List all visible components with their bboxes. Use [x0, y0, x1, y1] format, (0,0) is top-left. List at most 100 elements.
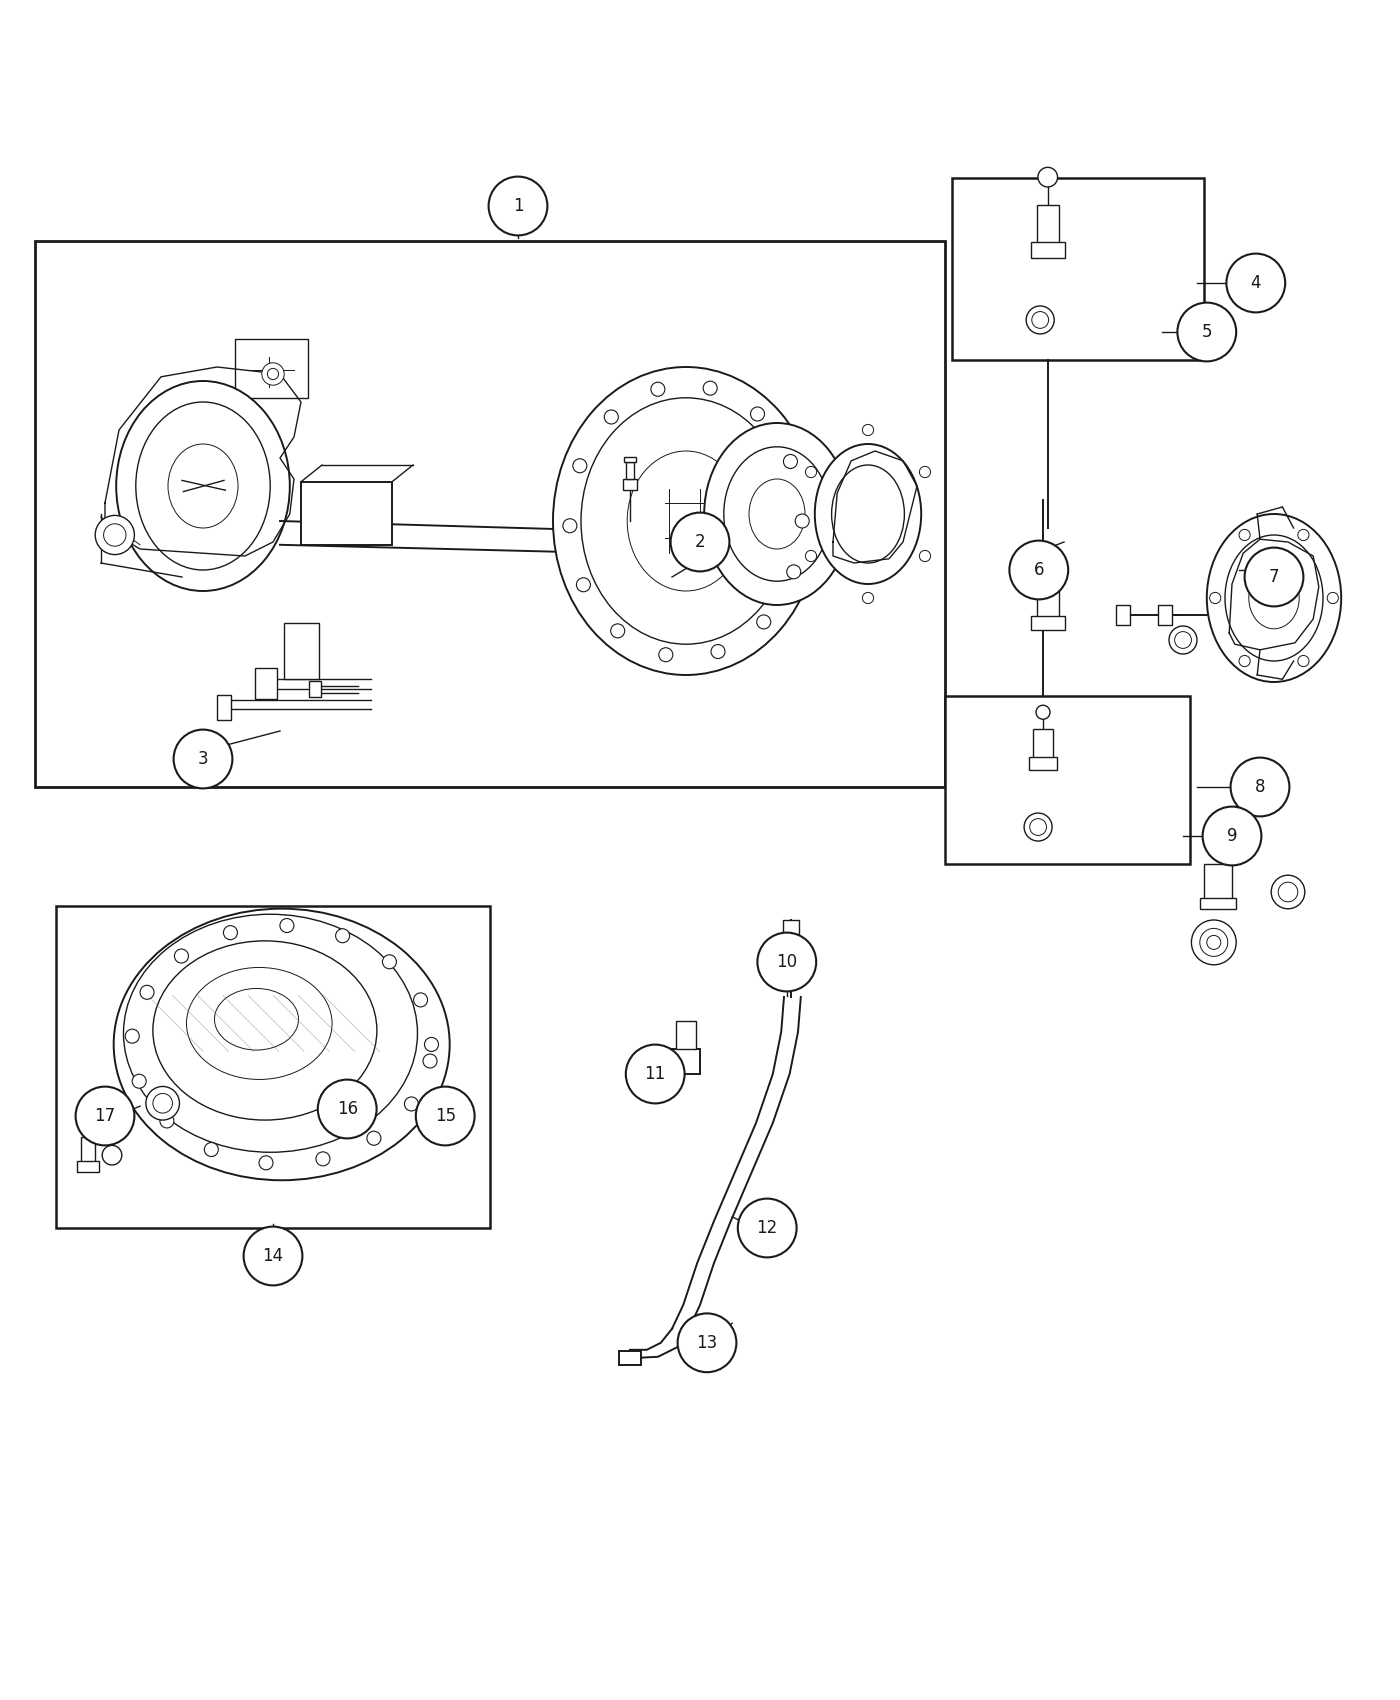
Circle shape	[153, 1093, 172, 1114]
Text: 14: 14	[262, 1248, 284, 1265]
Circle shape	[1175, 632, 1191, 648]
Circle shape	[244, 1227, 302, 1285]
Circle shape	[1239, 529, 1250, 541]
Circle shape	[651, 382, 665, 396]
Circle shape	[1169, 626, 1197, 654]
Bar	[672, 1049, 700, 1074]
Circle shape	[174, 729, 232, 789]
Ellipse shape	[1207, 513, 1341, 682]
Circle shape	[1039, 552, 1056, 568]
Circle shape	[102, 1146, 122, 1165]
Text: 15: 15	[434, 1107, 456, 1125]
Bar	[255, 668, 277, 699]
Circle shape	[316, 1153, 330, 1166]
Text: 7: 7	[1268, 568, 1280, 586]
Circle shape	[413, 993, 427, 1006]
Circle shape	[423, 1054, 437, 1068]
Bar	[1030, 615, 1064, 631]
Circle shape	[1036, 706, 1050, 719]
Circle shape	[563, 518, 577, 532]
Circle shape	[1177, 303, 1236, 362]
Circle shape	[795, 513, 809, 529]
Circle shape	[920, 466, 931, 478]
Circle shape	[1037, 167, 1057, 187]
Bar	[56, 906, 490, 1227]
Circle shape	[920, 551, 931, 561]
Circle shape	[267, 369, 279, 379]
Text: 6: 6	[1033, 561, 1044, 580]
Text: 12: 12	[756, 1219, 778, 1238]
Circle shape	[146, 1086, 179, 1120]
Text: 16: 16	[336, 1100, 358, 1119]
Circle shape	[318, 1080, 377, 1139]
Circle shape	[573, 459, 587, 473]
Text: 8: 8	[1254, 779, 1266, 796]
Circle shape	[671, 513, 729, 571]
Text: 9: 9	[1226, 826, 1238, 845]
Circle shape	[738, 1198, 797, 1258]
Circle shape	[577, 578, 591, 592]
Circle shape	[1026, 306, 1054, 333]
Circle shape	[750, 406, 764, 422]
Ellipse shape	[749, 479, 805, 549]
Bar	[952, 178, 1204, 360]
Circle shape	[805, 466, 816, 478]
Bar	[81, 1137, 95, 1164]
Ellipse shape	[581, 398, 791, 644]
Circle shape	[224, 925, 238, 940]
Bar	[619, 1352, 641, 1365]
Circle shape	[405, 1096, 419, 1112]
Bar	[1116, 605, 1130, 624]
Circle shape	[610, 624, 624, 638]
Circle shape	[1030, 819, 1047, 835]
Circle shape	[1203, 806, 1261, 865]
Circle shape	[204, 1142, 218, 1156]
Ellipse shape	[123, 915, 417, 1153]
Circle shape	[626, 1044, 685, 1103]
Ellipse shape	[1225, 536, 1323, 661]
Circle shape	[140, 986, 154, 1000]
Circle shape	[862, 425, 874, 435]
Bar	[1029, 756, 1057, 770]
Circle shape	[1278, 882, 1298, 901]
Bar	[1200, 898, 1236, 910]
Bar	[35, 241, 945, 787]
Circle shape	[1327, 592, 1338, 603]
Circle shape	[416, 1086, 475, 1146]
Ellipse shape	[113, 910, 449, 1180]
Ellipse shape	[214, 988, 298, 1051]
Ellipse shape	[168, 444, 238, 529]
Bar	[623, 479, 637, 490]
Circle shape	[336, 928, 350, 944]
Circle shape	[711, 644, 725, 658]
Circle shape	[805, 551, 816, 561]
Text: 2: 2	[694, 534, 706, 551]
Ellipse shape	[153, 940, 377, 1120]
Circle shape	[382, 955, 396, 969]
Circle shape	[1207, 935, 1221, 949]
Circle shape	[1025, 813, 1053, 842]
Circle shape	[125, 1028, 139, 1044]
Circle shape	[784, 454, 798, 469]
Circle shape	[259, 1156, 273, 1170]
Bar	[235, 338, 308, 398]
Text: 17: 17	[94, 1107, 116, 1125]
Text: 11: 11	[644, 1064, 666, 1083]
Circle shape	[659, 648, 673, 661]
Bar	[284, 624, 319, 680]
Circle shape	[1245, 547, 1303, 607]
Circle shape	[703, 381, 717, 394]
Bar	[1158, 605, 1172, 624]
Ellipse shape	[724, 447, 830, 581]
Bar	[945, 695, 1190, 864]
Bar	[1030, 241, 1064, 258]
Bar	[624, 457, 636, 462]
Circle shape	[678, 1314, 736, 1372]
Circle shape	[367, 1130, 381, 1146]
Circle shape	[1239, 656, 1250, 666]
Bar	[1036, 583, 1058, 619]
Bar	[1033, 729, 1053, 760]
Bar	[309, 680, 321, 697]
Bar	[217, 695, 231, 719]
Ellipse shape	[627, 450, 745, 592]
